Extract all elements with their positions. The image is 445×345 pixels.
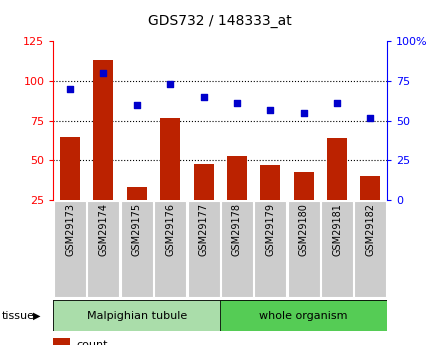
Text: GSM29173: GSM29173 [65, 203, 75, 256]
Point [300, 110, 307, 116]
Bar [160, 118, 180, 200]
Text: GSM29180: GSM29180 [299, 203, 309, 256]
Point [234, 100, 241, 106]
Text: GSM29177: GSM29177 [198, 203, 209, 256]
Text: whole organism: whole organism [259, 311, 348, 321]
Bar [294, 171, 314, 200]
Bar [53, 337, 70, 345]
FancyBboxPatch shape [355, 201, 387, 297]
Bar [260, 165, 280, 200]
Text: GSM29178: GSM29178 [232, 203, 242, 256]
Text: tissue: tissue [2, 311, 35, 321]
Text: GDS732 / 148333_at: GDS732 / 148333_at [148, 13, 292, 28]
Text: Malpighian tubule: Malpighian tubule [87, 311, 187, 321]
Text: GSM29174: GSM29174 [98, 203, 109, 256]
Point [100, 70, 107, 76]
Text: GSM29175: GSM29175 [132, 203, 142, 256]
FancyBboxPatch shape [221, 201, 253, 297]
Point [167, 81, 174, 87]
FancyBboxPatch shape [53, 300, 387, 331]
FancyBboxPatch shape [54, 201, 86, 297]
FancyBboxPatch shape [88, 201, 119, 297]
Point [67, 86, 74, 92]
Bar [127, 187, 147, 200]
FancyBboxPatch shape [154, 201, 186, 297]
Text: GSM29176: GSM29176 [165, 203, 175, 256]
FancyBboxPatch shape [121, 201, 153, 297]
Point [267, 107, 274, 112]
FancyBboxPatch shape [53, 300, 220, 331]
FancyBboxPatch shape [321, 201, 353, 297]
FancyBboxPatch shape [255, 201, 287, 297]
FancyBboxPatch shape [220, 300, 387, 331]
Bar [194, 164, 214, 200]
Bar [93, 60, 113, 200]
Text: GSM29179: GSM29179 [265, 203, 275, 256]
Text: count: count [77, 341, 108, 345]
Bar [360, 176, 380, 200]
FancyBboxPatch shape [288, 201, 320, 297]
Text: ▶: ▶ [32, 311, 40, 321]
Bar [227, 156, 247, 200]
FancyBboxPatch shape [188, 201, 220, 297]
Point [367, 115, 374, 120]
Bar [60, 137, 80, 200]
Text: GSM29181: GSM29181 [332, 203, 342, 256]
Bar [327, 138, 347, 200]
Point [134, 102, 141, 108]
Point [200, 94, 207, 100]
Text: GSM29182: GSM29182 [365, 203, 376, 256]
Point [334, 100, 341, 106]
